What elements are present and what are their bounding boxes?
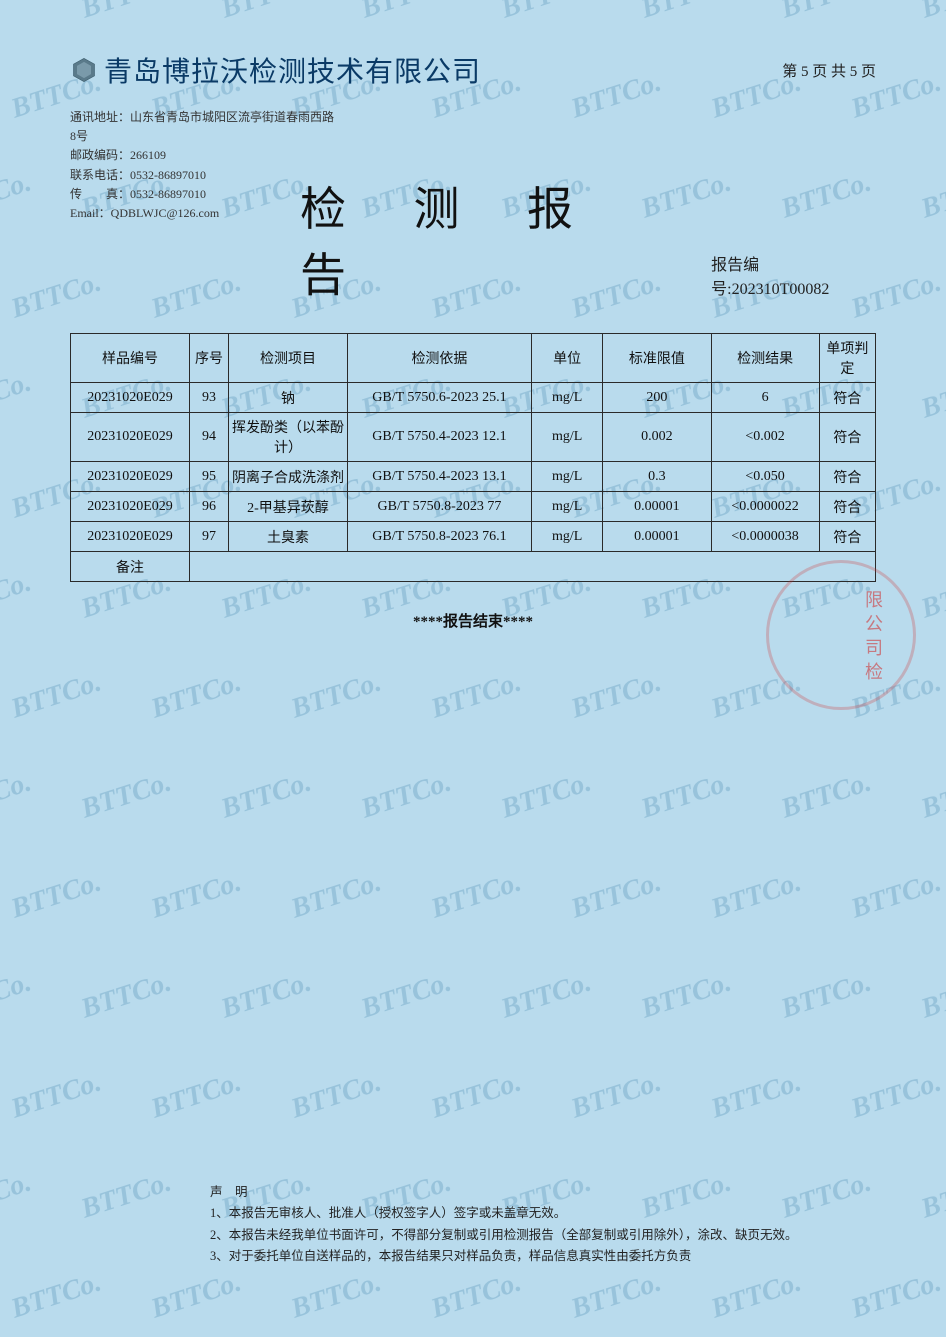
cell-judge: 符合 xyxy=(819,462,875,492)
email-label: Email： xyxy=(70,206,111,220)
cell-unit: mg/L xyxy=(531,413,602,462)
col-basis: 检测依据 xyxy=(347,334,531,383)
addr-label: 通讯地址： xyxy=(70,110,130,124)
results-table: 样品编号 序号 检测项目 检测依据 单位 标准限值 检测结果 单项判定 2023… xyxy=(70,333,876,582)
cell-result: 6 xyxy=(711,383,819,413)
cell-sample_no: 20231020E029 xyxy=(71,462,190,492)
table-row: 20231020E02995阴离子合成洗涤剂GB/T 5750.4-2023 1… xyxy=(71,462,876,492)
page-indicator: 第 5 页 共 5 页 xyxy=(782,60,876,81)
cell-seq: 96 xyxy=(190,492,229,522)
cell-result: <0.050 xyxy=(711,462,819,492)
post-value: 266109 xyxy=(130,148,166,162)
fax-value: 0532-86897010 xyxy=(130,187,206,201)
cell-judge: 符合 xyxy=(819,492,875,522)
tel-label: 联系电话： xyxy=(70,168,130,182)
cell-sample_no: 20231020E029 xyxy=(71,492,190,522)
footer-line-2: 2、本报告未经我单位书面许可，不得部分复制或引用检测报告（全部复制或引用除外），… xyxy=(210,1225,876,1246)
title-row: 检 测 报 告 报告编号:202310T00082 xyxy=(300,173,876,305)
col-unit: 单位 xyxy=(531,334,602,383)
post-label: 邮政编码： xyxy=(70,148,130,162)
cell-seq: 95 xyxy=(190,462,229,492)
table-row: 20231020E029962-甲基异莰醇GB/T 5750.8-2023 77… xyxy=(71,492,876,522)
cell-basis: GB/T 5750.4-2023 13.1 xyxy=(347,462,531,492)
remark-content xyxy=(190,552,876,582)
cell-basis: GB/T 5750.8-2023 77 xyxy=(347,492,531,522)
contact-post: 邮政编码：266109 xyxy=(70,146,876,165)
col-seq: 序号 xyxy=(190,334,229,383)
cell-unit: mg/L xyxy=(531,522,602,552)
table-header-row: 样品编号 序号 检测项目 检测依据 单位 标准限值 检测结果 单项判定 xyxy=(71,334,876,383)
cell-item: 土臭素 xyxy=(228,522,347,552)
page-content: 青岛博拉沃检测技术有限公司 第 5 页 共 5 页 通讯地址：山东省青岛市城阳区… xyxy=(0,0,946,1337)
report-title: 检 测 报 告 xyxy=(300,173,711,305)
seal-stamp-text: 限公司检 xyxy=(860,590,886,686)
cell-sample_no: 20231020E029 xyxy=(71,522,190,552)
fax-label: 传 真： xyxy=(70,187,130,201)
footer-line-1: 1、本报告无审核人、批准人（授权签字人）签字或未盖章无效。 xyxy=(210,1203,876,1224)
report-number: 报告编号:202310T00082 xyxy=(711,251,876,299)
cell-limit: 0.3 xyxy=(603,462,711,492)
table-row: 20231020E02997土臭素GB/T 5750.8-2023 76.1mg… xyxy=(71,522,876,552)
report-end-mark: ****报告结束**** xyxy=(70,610,876,631)
table-row: 20231020E02993钠GB/T 5750.6-2023 25.1mg/L… xyxy=(71,383,876,413)
remark-label: 备注 xyxy=(71,552,190,582)
cell-sample_no: 20231020E029 xyxy=(71,383,190,413)
footer-line-3: 3、对于委托单位自送样品的，本报告结果只对样品负责，样品信息真实性由委托方负责 xyxy=(210,1246,876,1267)
cell-result: <0.0000038 xyxy=(711,522,819,552)
cell-unit: mg/L xyxy=(531,492,602,522)
cell-basis: GB/T 5750.4-2023 12.1 xyxy=(347,413,531,462)
cell-judge: 符合 xyxy=(819,522,875,552)
footer-declaration: 声 明 1、本报告无审核人、批准人（授权签字人）签字或未盖章无效。 2、本报告未… xyxy=(210,1182,876,1267)
col-result: 检测结果 xyxy=(711,334,819,383)
cell-result: <0.0000022 xyxy=(711,492,819,522)
cell-basis: GB/T 5750.6-2023 25.1 xyxy=(347,383,531,413)
cell-item: 阴离子合成洗涤剂 xyxy=(228,462,347,492)
contact-address: 通讯地址：山东省青岛市城阳区流亭街道春雨西路 xyxy=(70,108,876,127)
addr-value: 山东省青岛市城阳区流亭街道春雨西路 xyxy=(130,110,334,124)
cell-item: 钠 xyxy=(228,383,347,413)
email-value: QDBLWJC@126.com xyxy=(111,206,220,220)
cell-item: 挥发酚类（以苯酚计） xyxy=(228,413,347,462)
tel-value: 0532-86897010 xyxy=(130,168,206,182)
cell-limit: 200 xyxy=(603,383,711,413)
cell-item: 2-甲基异莰醇 xyxy=(228,492,347,522)
col-judge: 单项判定 xyxy=(819,334,875,383)
cell-unit: mg/L xyxy=(531,462,602,492)
report-number-value: 202310T00082 xyxy=(732,281,830,298)
cell-seq: 97 xyxy=(190,522,229,552)
header-row: 青岛博拉沃检测技术有限公司 第 5 页 共 5 页 xyxy=(70,50,876,90)
cell-limit: 0.002 xyxy=(603,413,711,462)
company-logo-icon xyxy=(70,56,98,84)
contact-address2: 8号 xyxy=(70,127,876,146)
company-block: 青岛博拉沃检测技术有限公司 xyxy=(70,50,481,90)
cell-seq: 94 xyxy=(190,413,229,462)
col-sample-no: 样品编号 xyxy=(71,334,190,383)
cell-judge: 符合 xyxy=(819,383,875,413)
cell-unit: mg/L xyxy=(531,383,602,413)
company-name: 青岛博拉沃检测技术有限公司 xyxy=(104,50,481,90)
table-remark-row: 备注 xyxy=(71,552,876,582)
cell-basis: GB/T 5750.8-2023 76.1 xyxy=(347,522,531,552)
col-item: 检测项目 xyxy=(228,334,347,383)
table-row: 20231020E02994挥发酚类（以苯酚计）GB/T 5750.4-2023… xyxy=(71,413,876,462)
cell-seq: 93 xyxy=(190,383,229,413)
cell-sample_no: 20231020E029 xyxy=(71,413,190,462)
cell-limit: 0.00001 xyxy=(603,522,711,552)
col-limit: 标准限值 xyxy=(603,334,711,383)
seal-stamp-icon xyxy=(766,560,916,710)
cell-judge: 符合 xyxy=(819,413,875,462)
cell-limit: 0.00001 xyxy=(603,492,711,522)
cell-result: <0.002 xyxy=(711,413,819,462)
footer-title: 声 明 xyxy=(210,1182,876,1203)
